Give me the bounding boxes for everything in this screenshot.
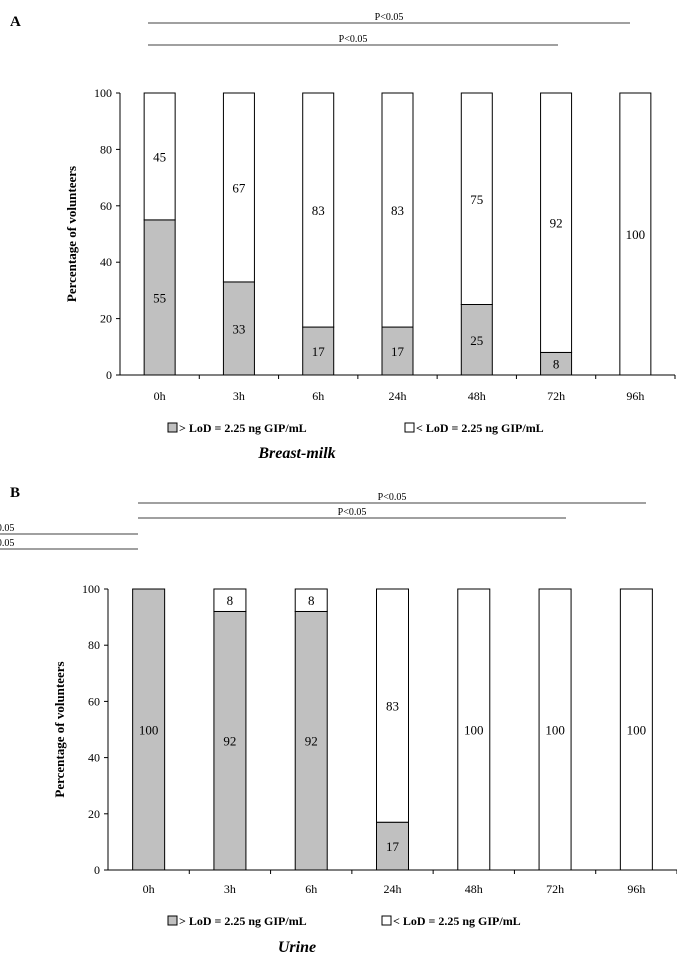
data-label: 8 bbox=[308, 593, 315, 608]
bar-segment-above-lod bbox=[460, 304, 493, 376]
y-tick-label: 60 bbox=[100, 199, 112, 213]
y-tick-label: 100 bbox=[94, 86, 112, 100]
bar-segment-below-lod bbox=[376, 588, 409, 823]
data-label: 83 bbox=[386, 699, 399, 714]
significance-label: P<0.05 bbox=[378, 492, 407, 503]
data-label: 8 bbox=[553, 357, 560, 372]
significance-label: P<0.05 bbox=[338, 507, 367, 518]
bar-segment-below-lod bbox=[619, 588, 653, 871]
significance-label: P<0.05 bbox=[0, 538, 14, 549]
data-label: 92 bbox=[223, 734, 236, 749]
data-label: 45 bbox=[153, 149, 166, 164]
bar-segment-below-lod bbox=[619, 92, 652, 376]
significance-label: P<0.05 bbox=[0, 523, 14, 534]
bar-segment-below-lod bbox=[540, 92, 573, 353]
legend-label: > LoD = 2.25 ng GIP/mL bbox=[179, 421, 307, 435]
data-label: 92 bbox=[550, 216, 563, 231]
legend-swatch-below-lod bbox=[404, 422, 415, 433]
legend-label: < LoD = 2.25 ng GIP/mL bbox=[416, 421, 544, 435]
x-tick-label: 96h bbox=[627, 882, 645, 896]
data-label: 100 bbox=[139, 723, 159, 738]
data-label: 100 bbox=[626, 227, 646, 242]
x-tick-label: 72h bbox=[546, 882, 564, 896]
y-tick-label: 0 bbox=[94, 863, 100, 877]
data-label: 92 bbox=[305, 734, 318, 749]
legend-swatch-above-lod bbox=[167, 422, 178, 433]
bar-segment-above-lod bbox=[132, 588, 166, 871]
bar-segment-below-lod bbox=[538, 588, 572, 871]
x-tick-label: 3h bbox=[233, 389, 245, 403]
data-label: 83 bbox=[312, 203, 325, 218]
legend-swatch-below-lod bbox=[381, 915, 392, 926]
bar-segment-below-lod bbox=[457, 588, 491, 871]
data-label: 17 bbox=[391, 344, 405, 359]
x-tick-label: 24h bbox=[384, 882, 402, 896]
data-label: 55 bbox=[153, 290, 166, 305]
significance-label: P<0.05 bbox=[375, 12, 404, 23]
bar-segment-above-lod bbox=[302, 326, 335, 376]
chart-panel-a: A P<0.05 P<0.05 0 20 40 60 80 100 Percentage of v… bbox=[10, 12, 676, 462]
x-tick-label: 48h bbox=[468, 389, 486, 403]
x-tick-label: 0h bbox=[143, 882, 155, 896]
data-label: 100 bbox=[545, 723, 565, 738]
y-tick-label: 100 bbox=[82, 582, 100, 596]
data-label: 33 bbox=[232, 321, 245, 336]
bar-segment-above-lod bbox=[213, 610, 247, 871]
y-tick-label: 20 bbox=[88, 807, 100, 821]
bar-segment-below-lod bbox=[302, 92, 335, 328]
data-label: 17 bbox=[386, 839, 400, 854]
y-tick-label: 40 bbox=[100, 255, 112, 269]
chart-panel-b: B P<0.05 P<0.05 P<0.05 P<0.05 0 20 40 60 80 100 Per… bbox=[0, 485, 677, 956]
panel-caption: Breast-milk bbox=[257, 445, 335, 462]
data-label: 75 bbox=[470, 192, 483, 207]
x-tick-label: 96h bbox=[626, 389, 644, 403]
bar-segment-above-lod bbox=[294, 610, 328, 871]
y-tick-label: 80 bbox=[88, 638, 100, 652]
data-label: 17 bbox=[312, 344, 326, 359]
bar-segment-below-lod bbox=[143, 92, 176, 221]
x-tick-label: 72h bbox=[547, 389, 565, 403]
bar-segment-below-lod bbox=[460, 92, 493, 305]
data-label: 83 bbox=[391, 203, 404, 218]
data-label: 8 bbox=[227, 593, 234, 608]
y-tick-label: 40 bbox=[88, 751, 100, 765]
legend-swatch-above-lod bbox=[167, 915, 178, 926]
data-label: 67 bbox=[232, 180, 246, 195]
y-tick-label: 20 bbox=[100, 312, 112, 326]
bar-segment-above-lod bbox=[376, 821, 409, 871]
data-label: 100 bbox=[627, 723, 647, 738]
y-axis-title: Percentage of volunteers bbox=[64, 166, 79, 302]
bar-segment-below-lod bbox=[213, 588, 247, 612]
x-tick-label: 0h bbox=[154, 389, 166, 403]
x-tick-label: 6h bbox=[312, 389, 324, 403]
significance-label: P<0.05 bbox=[339, 34, 368, 45]
y-axis-title: Percentage of volunteers bbox=[52, 661, 67, 797]
data-label: 25 bbox=[470, 333, 483, 348]
x-tick-label: 3h bbox=[224, 882, 236, 896]
panel-label: A bbox=[10, 14, 21, 30]
bar-segment-below-lod bbox=[294, 588, 328, 612]
legend-label: < LoD = 2.25 ng GIP/mL bbox=[393, 914, 521, 928]
bar-segment-below-lod bbox=[381, 92, 414, 328]
x-tick-label: 24h bbox=[389, 389, 407, 403]
panel-caption: Urine bbox=[278, 939, 316, 956]
panel-label: B bbox=[10, 485, 20, 501]
bar-segment-above-lod bbox=[381, 326, 414, 376]
y-tick-label: 80 bbox=[100, 142, 112, 156]
bar-segment-above-lod bbox=[222, 281, 255, 376]
y-tick-label: 60 bbox=[88, 694, 100, 708]
x-tick-label: 6h bbox=[305, 882, 317, 896]
data-label: 100 bbox=[464, 723, 484, 738]
bar-segment-below-lod bbox=[222, 92, 255, 283]
y-tick-label: 0 bbox=[106, 368, 112, 382]
legend-label: > LoD = 2.25 ng GIP/mL bbox=[179, 914, 307, 928]
x-tick-label: 48h bbox=[465, 882, 483, 896]
